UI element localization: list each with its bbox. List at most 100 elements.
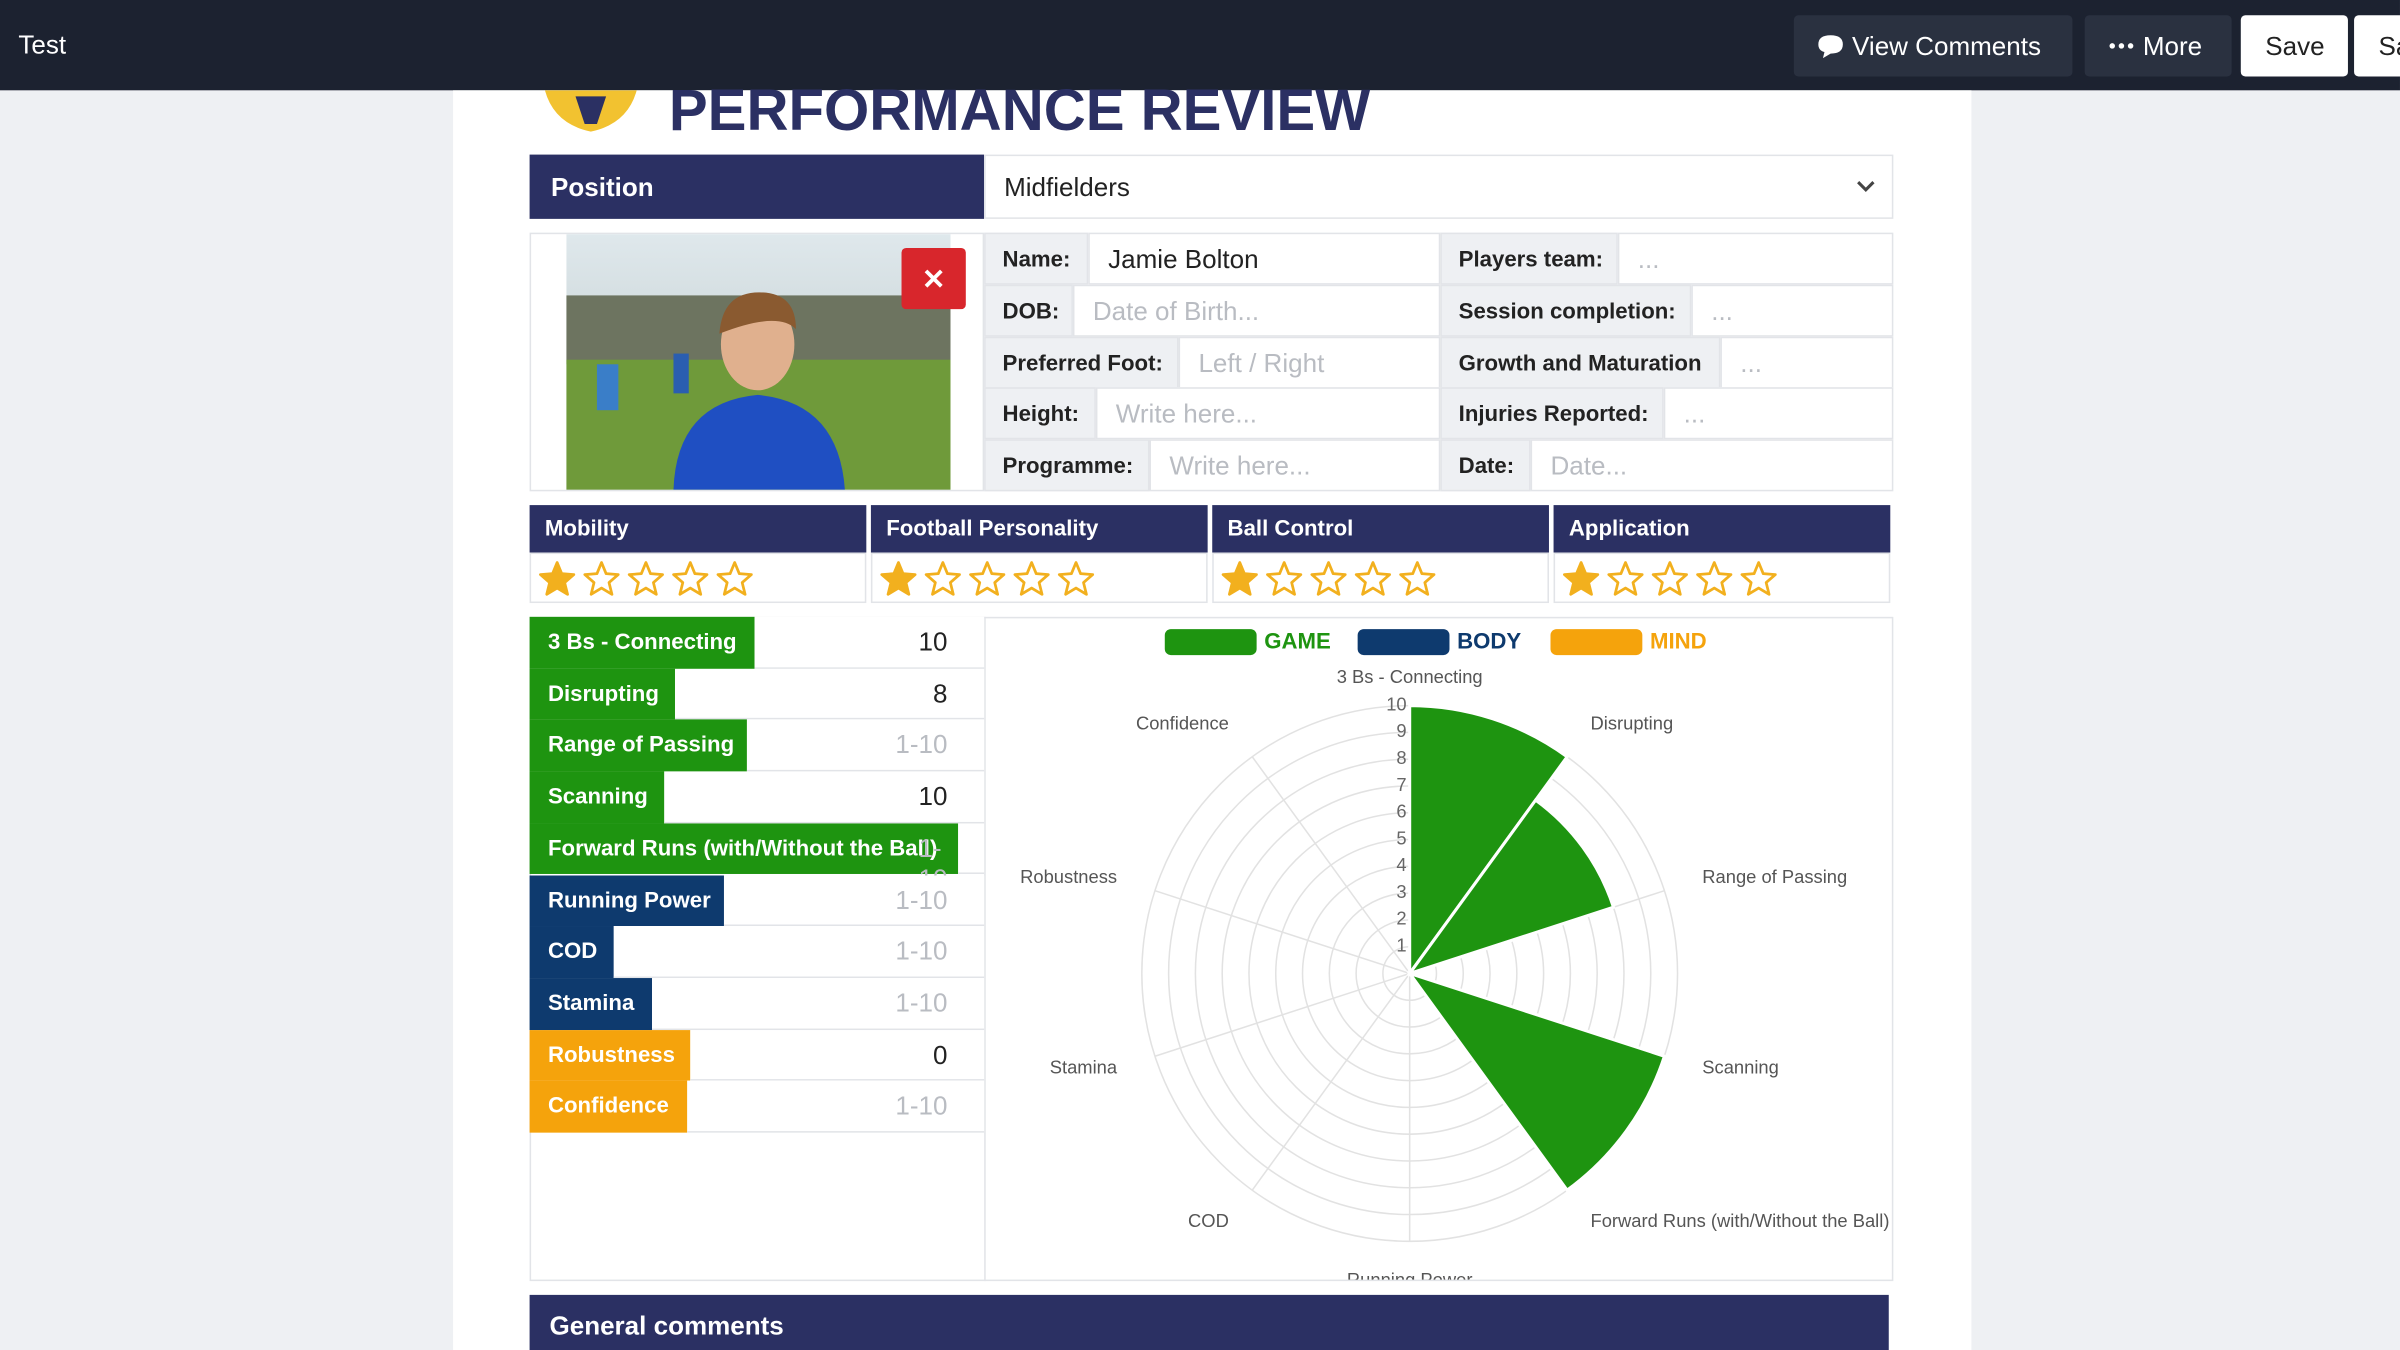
score-placeholder: 1-10 (895, 885, 948, 915)
player-photo (566, 234, 951, 490)
star[interactable] (924, 561, 961, 596)
star[interactable] (1310, 561, 1347, 596)
star[interactable] (672, 561, 709, 596)
r-tick-label: 7 (1396, 774, 1406, 795)
field-input[interactable]: Left / Right (1178, 336, 1441, 389)
field-input[interactable]: ... (1720, 336, 1894, 389)
score-label: Stamina (529, 977, 653, 1030)
field-input[interactable]: ... (1617, 232, 1894, 285)
score-input[interactable]: 1-10 (723, 874, 985, 927)
field-input[interactable]: Jamie Bolton (1088, 232, 1441, 285)
star[interactable] (1607, 561, 1644, 596)
score-label: Disrupting (529, 668, 675, 720)
r-tick-label: 2 (1396, 908, 1406, 929)
stars (539, 561, 753, 596)
score-input[interactable]: 1-10 (746, 719, 985, 772)
score-label: Running Power (529, 874, 724, 927)
star[interactable] (583, 561, 620, 596)
field-label: Growth and Maturation (1440, 336, 1721, 389)
score-label: COD (529, 926, 614, 978)
rating-box (870, 552, 1208, 604)
axis-label: Range of Passing (1702, 866, 1847, 887)
score-value: 8 (932, 679, 948, 709)
score-input[interactable]: 10 (664, 771, 985, 824)
axis-label: Running Power (1347, 1269, 1473, 1280)
score-input[interactable]: 1-10 (613, 926, 985, 978)
star[interactable] (1563, 561, 1600, 596)
star[interactable] (1354, 561, 1392, 596)
field-label: Height: (984, 387, 1096, 440)
score-label: Confidence (529, 1081, 688, 1133)
stars (1563, 561, 1777, 596)
logo (544, 90, 637, 132)
page-title: PERFORMANCE REVIEW (668, 79, 1371, 144)
star[interactable] (1266, 561, 1303, 596)
star[interactable] (880, 561, 917, 596)
rating-title: Mobility (529, 505, 867, 553)
score-value: 0 (932, 1040, 948, 1070)
r-tick-label: 6 (1396, 801, 1406, 822)
score-placeholder: 1-10 (895, 1091, 948, 1121)
score-label: Forward Runs (with/Without the Ball) (529, 823, 959, 875)
star[interactable] (716, 561, 753, 596)
score-input[interactable]: 1-10 (919, 823, 985, 894)
button-label: More (2142, 32, 2203, 62)
score-input[interactable]: 8 (674, 668, 985, 720)
star[interactable] (1651, 561, 1688, 596)
remove-photo-button[interactable] (901, 247, 966, 310)
score-label: Robustness (529, 1029, 691, 1082)
star[interactable] (1013, 561, 1050, 596)
field-placeholder: Date of Birth... (1092, 296, 1260, 327)
r-tick-label: 8 (1396, 747, 1406, 768)
legend-label: MIND (1650, 629, 1707, 654)
legend-swatch (1357, 629, 1450, 656)
spoke (1251, 756, 1411, 974)
star[interactable] (539, 561, 576, 596)
field-placeholder: Date... (1550, 451, 1628, 481)
top-button[interactable]: More (2084, 15, 2232, 77)
button-icon (1818, 35, 1843, 59)
score-input[interactable]: 1-10 (652, 977, 985, 1030)
rating-box (1553, 552, 1891, 604)
chevron (1857, 181, 1875, 192)
button-label: View Comments (1852, 32, 2041, 62)
score-input[interactable]: 10 (754, 616, 985, 669)
legend-swatch (1550, 629, 1643, 656)
field-input[interactable]: ... (1663, 387, 1894, 440)
star[interactable] (969, 561, 1006, 596)
field-input[interactable]: Date... (1530, 439, 1894, 492)
legend-swatch (1164, 629, 1257, 656)
score-input[interactable]: 1-10 (687, 1081, 985, 1133)
star[interactable] (1740, 561, 1777, 596)
field-input[interactable]: ... (1691, 284, 1894, 337)
axis-label: Robustness (1020, 866, 1117, 887)
field-input[interactable]: Write here... (1149, 439, 1441, 492)
field-placeholder: Left / Right (1198, 348, 1325, 379)
r-tick-label: 3 (1396, 881, 1406, 902)
score-placeholder: 1-10 (895, 937, 948, 967)
field-input[interactable]: Write here... (1095, 387, 1441, 440)
star[interactable] (627, 561, 664, 596)
star[interactable] (1399, 561, 1436, 596)
field-input[interactable]: Date of Birth... (1072, 284, 1441, 337)
star[interactable] (1696, 561, 1733, 596)
legend-label: GAME (1264, 629, 1331, 654)
field-placeholder: ... (1683, 399, 1706, 429)
top-button[interactable]: Save (2240, 15, 2348, 77)
r-tick-label: 9 (1396, 720, 1406, 741)
axis-label: Confidence (1136, 712, 1229, 733)
score-input[interactable]: 0 (690, 1029, 985, 1082)
axis-label: Scanning (1702, 1056, 1779, 1077)
top-button[interactable]: Sa (2354, 15, 2400, 77)
stars (1221, 561, 1436, 596)
score-value: 10 (918, 782, 948, 812)
score-label: 3 Bs - Connecting (529, 616, 755, 669)
position-select[interactable]: Midfielders (984, 154, 1894, 219)
rating-title: Ball Control (1212, 505, 1549, 553)
axis-label: 3 Bs - Connecting (1337, 666, 1483, 687)
field-label: Injuries Reported: (1440, 387, 1664, 440)
top-button[interactable]: View Comments (1793, 15, 2073, 77)
star[interactable] (1221, 561, 1258, 596)
field-placeholder: Write here... (1115, 399, 1258, 429)
star[interactable] (1057, 561, 1095, 596)
